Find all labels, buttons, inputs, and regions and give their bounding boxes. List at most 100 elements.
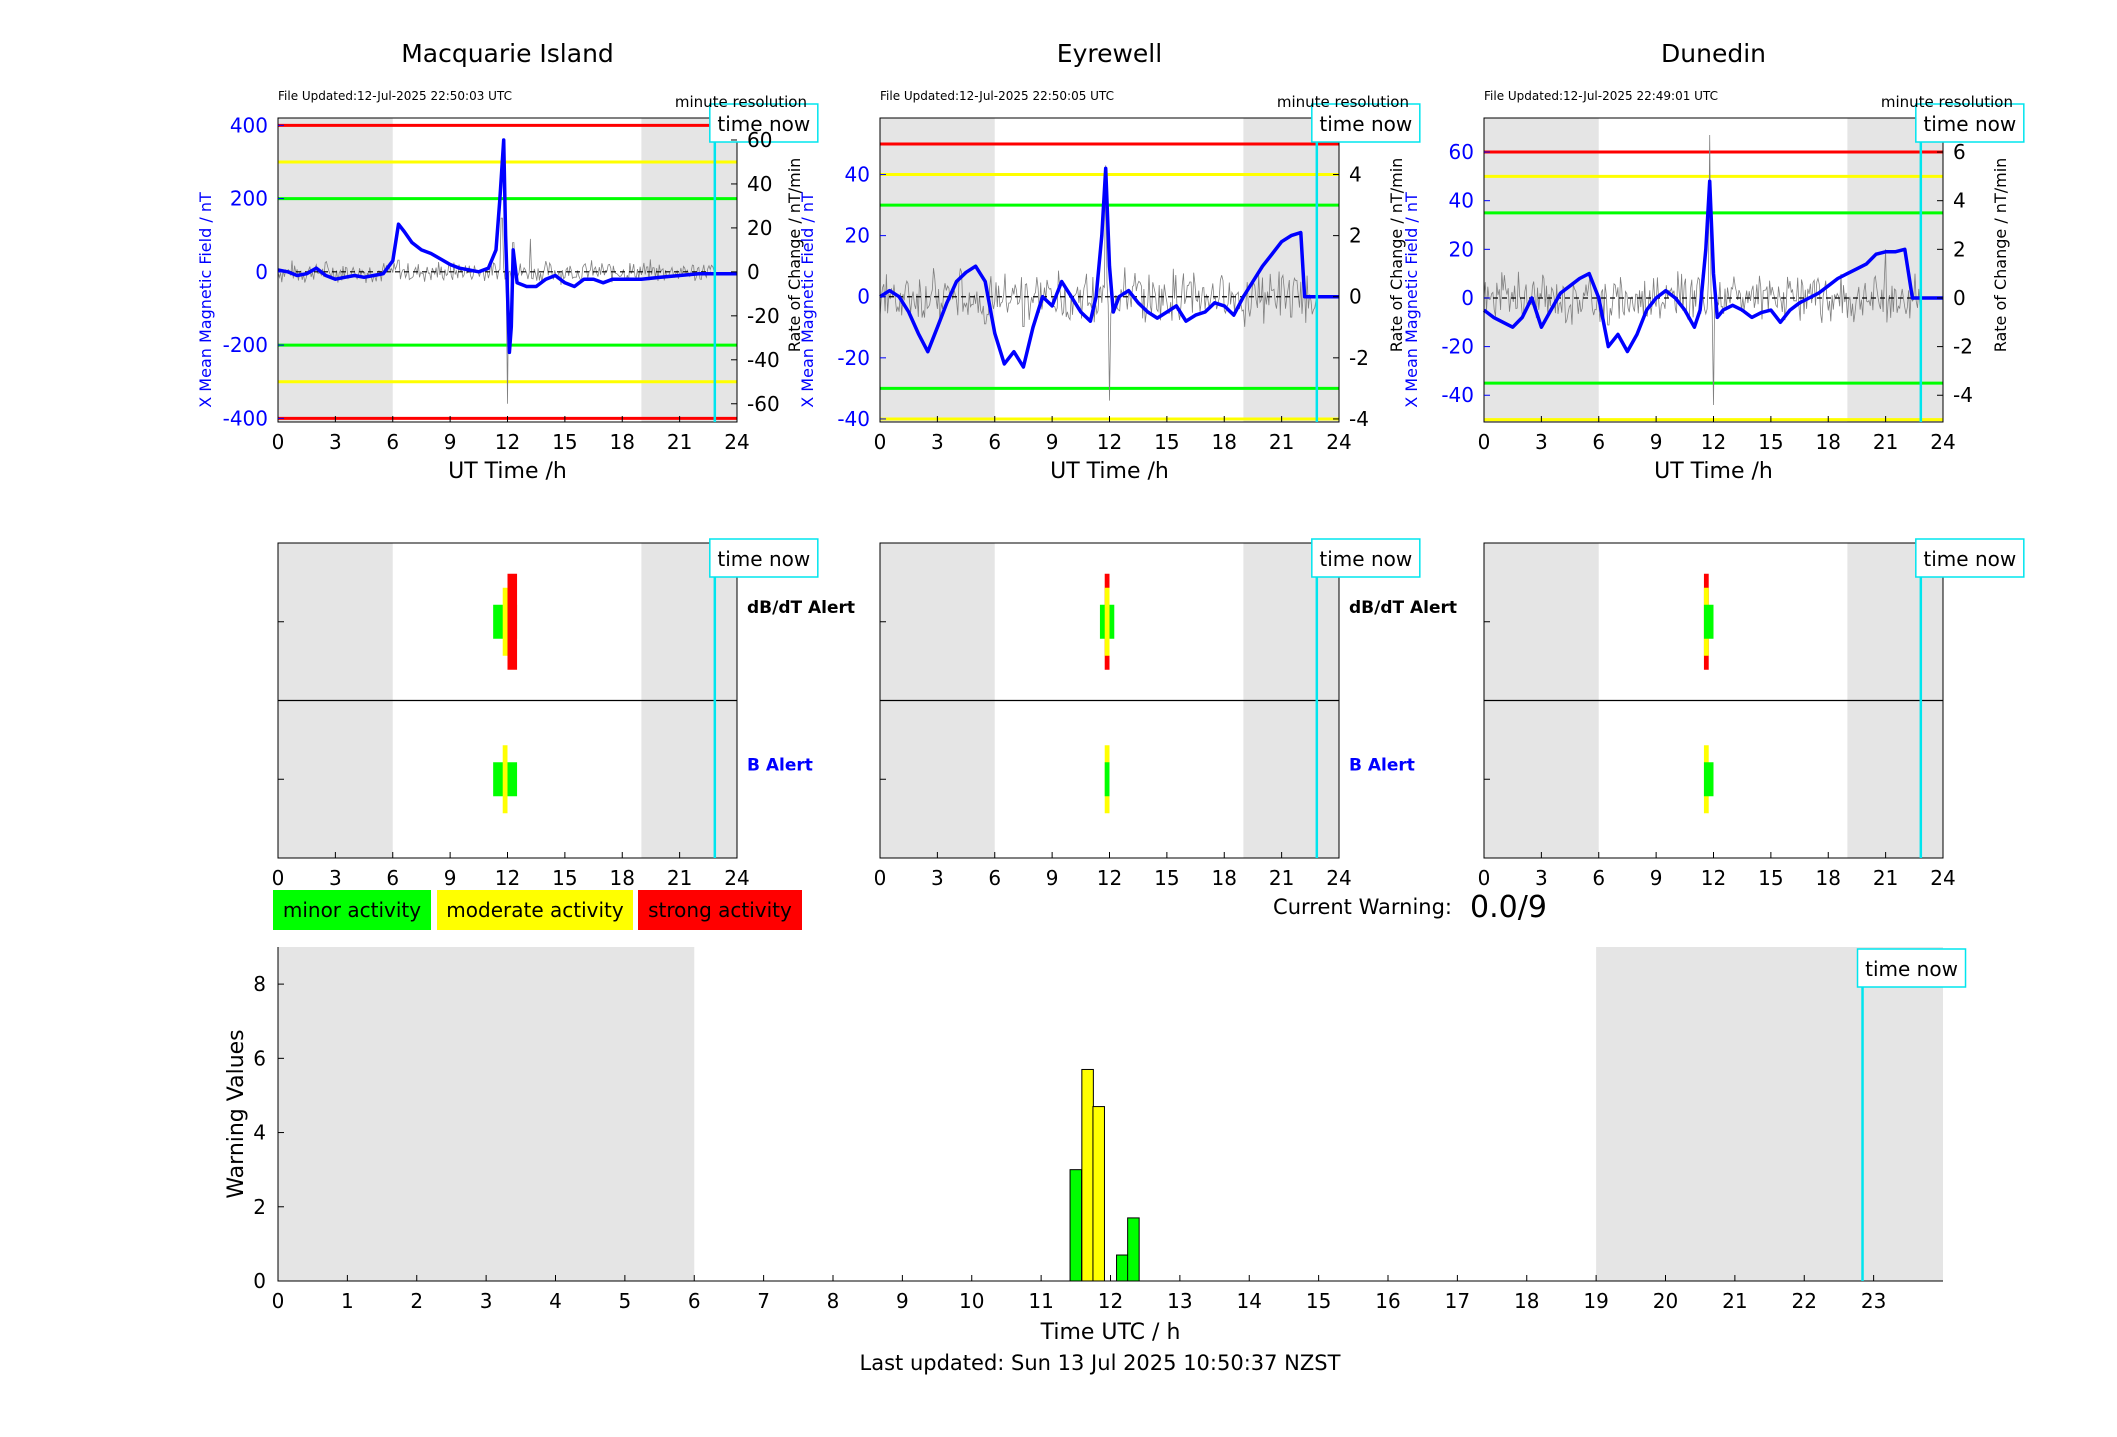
time-now-label: time now	[1865, 957, 1958, 981]
y-right-tick-label: 0	[1953, 286, 1966, 310]
eyrewell-alert-plot: dB/dT Alert B Alert time now 0 3 6 9 12 15 18 21 24	[874, 538, 1457, 890]
time-now-box	[1856, 948, 1967, 988]
x-tick-label: 4	[549, 1289, 562, 1313]
alert-mark-minor	[1703, 762, 1714, 797]
file-updated-text: File Updated:12-Jul-2025 22:50:03 UTC	[278, 89, 512, 103]
x-tick-label: 22	[1792, 1289, 1817, 1313]
x-tick-label: 0	[272, 1289, 285, 1313]
time-now-box	[709, 538, 819, 578]
time-now-label: time now	[717, 112, 810, 136]
x-tick-label: 21	[667, 866, 692, 890]
alert-row-label: dB/dT Alert	[747, 598, 855, 618]
y-left-tick-label: 20	[845, 224, 870, 248]
x-tick-label: 23	[1861, 1289, 1886, 1313]
x-tick-label: 3	[329, 866, 342, 890]
x-tick-label: 0	[874, 866, 887, 890]
x-tick-label: 24	[724, 866, 749, 890]
x-tick-label: 19	[1583, 1289, 1608, 1313]
warning-bar-minor	[1116, 1254, 1129, 1282]
y-left-tick-label: 60	[1449, 140, 1474, 164]
y-tick-label: 4	[253, 1121, 266, 1145]
x-tick-label: 15	[1154, 866, 1179, 890]
night-band	[641, 118, 737, 422]
y-right-tick-label: 60	[747, 128, 772, 152]
alert-mark-moderate	[502, 745, 508, 814]
alert-mark-minor	[1104, 762, 1110, 797]
y-left-tick-label: -20	[837, 346, 870, 370]
night-band	[1847, 118, 1943, 422]
resolution-text: minute resolution	[1277, 93, 1409, 111]
x-tick-label: 5	[619, 1289, 632, 1313]
x-field-series	[277, 138, 737, 355]
legend-swatch-strong	[636, 888, 804, 932]
x-field-series	[1482, 179, 1943, 354]
x-tick-label: 21	[1873, 866, 1898, 890]
x-tick-label: 3	[329, 430, 342, 454]
macquarie-magnetic-plot: time now Macquarie Island File Updated:12-…	[196, 39, 819, 484]
last-updated-text: Last updated: Sun 13 Jul 2025 10:50:37 N…	[860, 1351, 1341, 1375]
y-right-tick-label: -4	[1349, 407, 1369, 431]
x-tick-label: 12	[1097, 430, 1122, 454]
x-tick-label: 18	[610, 430, 635, 454]
warning-bar-minor	[1127, 1217, 1140, 1282]
x-tick-label: 24	[724, 430, 749, 454]
night-band	[278, 947, 695, 1281]
x-tick-label: 9	[1046, 430, 1059, 454]
y-left-axis-label: X Mean Magnetic Field / nT	[196, 192, 215, 408]
x-axis-label: UT Time /h	[1050, 459, 1169, 484]
x-tick-label: 15	[1758, 866, 1783, 890]
x-tick-label: 14	[1237, 1289, 1262, 1313]
x-tick-label: 15	[552, 866, 577, 890]
x-tick-label: 6	[688, 1289, 701, 1313]
x-tick-label: 24	[1930, 430, 1955, 454]
y-left-tick-label: 40	[845, 163, 870, 187]
x-tick-label: 12	[1097, 866, 1122, 890]
macquarie-alert-plot: dB/dT Alert B Alert time now 0 3 6 9 12 15 18 21 24	[272, 538, 855, 890]
dunedin-alert-plot: time now 0 3 6 9 12 15 18 21 24	[1478, 538, 2025, 890]
y-right-axis-label: Rate of Change / nT/min	[1387, 158, 1406, 353]
y-left-tick-label: 0	[857, 285, 870, 309]
x-tick-label: 0	[874, 430, 887, 454]
time-now-box	[1311, 538, 1421, 578]
x-tick-label: 3	[931, 430, 944, 454]
x-tick-label: 9	[1046, 866, 1059, 890]
current-warning-value: 0.0/9	[1470, 890, 1547, 925]
x-axis-label: Time UTC / h	[1040, 1320, 1181, 1345]
alert-mark-strong	[507, 573, 518, 670]
alert-mark-moderate	[502, 587, 508, 656]
x-tick-label: 15	[552, 430, 577, 454]
y-left-tick-label: -200	[223, 333, 268, 357]
x-tick-label: 12	[495, 430, 520, 454]
y-right-tick-label: 20	[747, 216, 772, 240]
legend-swatch-minor	[271, 888, 433, 932]
y-left-tick-label: 20	[1449, 237, 1474, 261]
warning-bar-minor	[1069, 1169, 1083, 1282]
time-now-label: time now	[717, 547, 810, 571]
file-updated-text: File Updated:12-Jul-2025 22:50:05 UTC	[880, 89, 1114, 103]
y-left-tick-label: -20	[1441, 335, 1474, 359]
y-right-axis-label: Rate of Change / nT/min	[785, 158, 804, 353]
time-now-label: time now	[1923, 112, 2016, 136]
x-tick-label: 13	[1167, 1289, 1192, 1313]
x-tick-label: 15	[1758, 430, 1783, 454]
x-tick-label: 16	[1375, 1289, 1400, 1313]
x-tick-label: 18	[1212, 866, 1237, 890]
x-tick-label: 24	[1326, 866, 1351, 890]
x-tick-label: 0	[1478, 866, 1491, 890]
x-tick-label: 3	[1535, 430, 1548, 454]
time-now-box	[709, 103, 819, 143]
y-right-tick-label: -4	[1953, 383, 1973, 407]
y-left-tick-label: 400	[230, 113, 268, 137]
y-left-tick-label: -40	[1441, 383, 1474, 407]
time-now-label: time now	[1319, 112, 1412, 136]
x-tick-label: 18	[1212, 430, 1237, 454]
dunedin-magnetic-plot: time now Dunedin File Updated:12-Jul-2025 …	[1402, 39, 2025, 484]
time-now-label: time now	[1923, 547, 2016, 571]
time-now-box	[1311, 103, 1421, 143]
y-tick-label: 6	[253, 1046, 266, 1070]
x-tick-label: 9	[1650, 430, 1663, 454]
x-tick-label: 15	[1306, 1289, 1331, 1313]
x-tick-label: 18	[1816, 430, 1841, 454]
x-axis-label: UT Time /h	[448, 459, 567, 484]
